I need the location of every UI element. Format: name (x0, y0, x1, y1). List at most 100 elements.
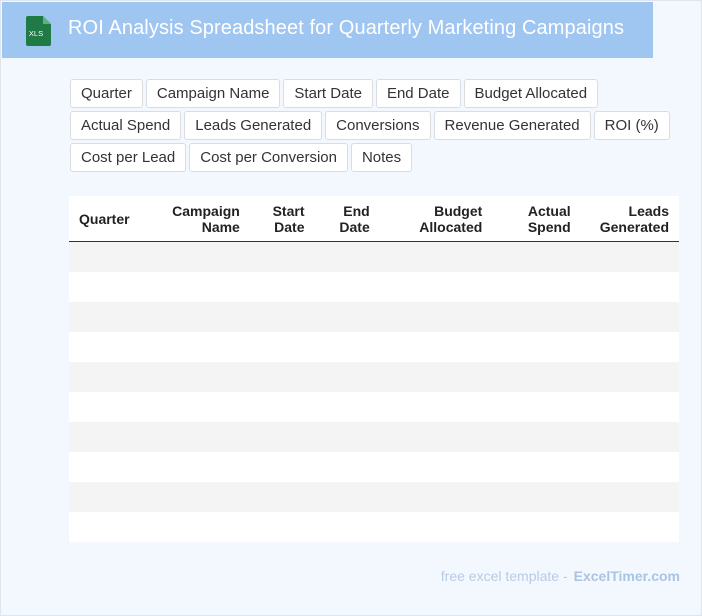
table-cell[interactable] (69, 392, 156, 422)
table-cell[interactable] (580, 482, 679, 512)
table-cell[interactable] (249, 422, 315, 452)
table-cell[interactable] (314, 452, 380, 482)
column-header-label: Name (201, 218, 240, 235)
table-cell[interactable] (155, 482, 250, 512)
table-cell[interactable] (580, 512, 679, 542)
table-cell[interactable] (249, 332, 315, 362)
column-chip[interactable]: Leads Generated (184, 111, 323, 140)
table-cell[interactable] (492, 241, 581, 272)
table-row (69, 362, 679, 392)
table-cell[interactable] (492, 362, 581, 392)
column-chip[interactable]: Conversions (325, 111, 431, 140)
table-cell[interactable] (314, 272, 380, 302)
table-cell[interactable] (69, 272, 156, 302)
table-cell[interactable] (492, 482, 581, 512)
table-cell[interactable] (492, 512, 581, 542)
column-header-label: End (343, 202, 370, 219)
table-cell[interactable] (249, 362, 315, 392)
table-cell[interactable] (580, 422, 679, 452)
xls-icon-label: XLS (29, 29, 43, 38)
table-cell[interactable] (69, 422, 156, 452)
table-cell[interactable] (249, 482, 315, 512)
column-header: Leads Generated (580, 196, 679, 242)
table-cell[interactable] (492, 422, 581, 452)
column-chip[interactable]: Quarter (70, 79, 143, 108)
table-cell[interactable] (69, 241, 156, 272)
column-chip[interactable]: Start Date (283, 79, 373, 108)
table-cell[interactable] (314, 302, 380, 332)
table-cell[interactable] (492, 392, 581, 422)
footer-brand-link[interactable]: ExcelTimer.com (573, 568, 680, 584)
table-cell[interactable] (580, 332, 679, 362)
table-cell[interactable] (155, 241, 250, 272)
table-cell[interactable] (314, 362, 380, 392)
column-chip[interactable]: Campaign Name (145, 79, 281, 108)
table-cell[interactable] (314, 422, 380, 452)
table-cell[interactable] (69, 302, 156, 332)
column-header: End Date (314, 196, 380, 242)
table-cell[interactable] (492, 452, 581, 482)
table-cell[interactable] (249, 241, 315, 272)
table-cell[interactable] (69, 482, 156, 512)
table-cell[interactable] (314, 512, 380, 542)
table-cell[interactable] (379, 302, 493, 332)
table-cell[interactable] (492, 332, 581, 362)
column-chip[interactable]: ROI (%) (593, 111, 670, 140)
table-body (69, 241, 679, 542)
table-cell[interactable] (69, 332, 156, 362)
table-cell[interactable] (314, 241, 380, 272)
table-cell[interactable] (249, 452, 315, 482)
table-row (69, 302, 679, 332)
table-cell[interactable] (492, 302, 581, 332)
footer-text: free excel template - (440, 568, 568, 584)
page-title: ROI Analysis Spreadsheet for Quarterly M… (68, 17, 625, 39)
table-cell[interactable] (155, 422, 250, 452)
table-row (69, 422, 679, 452)
table-cell[interactable] (580, 392, 679, 422)
table-cell[interactable] (379, 362, 493, 392)
column-chip[interactable]: Notes (350, 143, 413, 172)
table-cell[interactable] (379, 241, 493, 272)
table-cell[interactable] (155, 272, 250, 302)
table-cell[interactable] (249, 302, 315, 332)
table-cell[interactable] (155, 392, 250, 422)
column-header: Quarter (69, 196, 156, 242)
table-cell[interactable] (155, 332, 250, 362)
table-cell[interactable] (492, 272, 581, 302)
table-cell[interactable] (69, 452, 156, 482)
table-cell[interactable] (155, 452, 250, 482)
table-cell[interactable] (249, 512, 315, 542)
table-cell[interactable] (580, 362, 679, 392)
column-chip[interactable]: Cost per Conversion (189, 143, 348, 172)
table-cell[interactable] (155, 362, 250, 392)
table-cell[interactable] (314, 392, 380, 422)
column-chip[interactable]: End Date (375, 79, 461, 108)
table-cell[interactable] (379, 332, 493, 362)
table-cell[interactable] (155, 512, 250, 542)
column-chip[interactable]: Revenue Generated (433, 111, 591, 140)
table-cell[interactable] (249, 392, 315, 422)
column-header-label: Actual (527, 202, 571, 219)
table-cell[interactable] (580, 272, 679, 302)
table-cell[interactable] (314, 482, 380, 512)
table-cell[interactable] (379, 512, 493, 542)
table-cell[interactable] (580, 452, 679, 482)
table-cell[interactable] (69, 362, 156, 392)
table-cell[interactable] (69, 512, 156, 542)
table-cell[interactable] (379, 272, 493, 302)
table-cell[interactable] (580, 241, 679, 272)
table-cell[interactable] (155, 302, 250, 332)
table-cell[interactable] (379, 452, 493, 482)
table-cell[interactable] (314, 332, 380, 362)
table-cell[interactable] (379, 482, 493, 512)
table-cell[interactable] (379, 422, 493, 452)
column-chip[interactable]: Budget Allocated (463, 79, 599, 108)
column-header-label: Start (272, 202, 305, 219)
column-header-label: Allocated (419, 218, 483, 235)
column-chip[interactable]: Actual Spend (70, 111, 182, 140)
column-header: Actual Spend (492, 196, 581, 242)
column-chip[interactable]: Cost per Lead (70, 143, 187, 172)
table-cell[interactable] (249, 272, 315, 302)
table-cell[interactable] (580, 302, 679, 332)
table-cell[interactable] (379, 392, 493, 422)
